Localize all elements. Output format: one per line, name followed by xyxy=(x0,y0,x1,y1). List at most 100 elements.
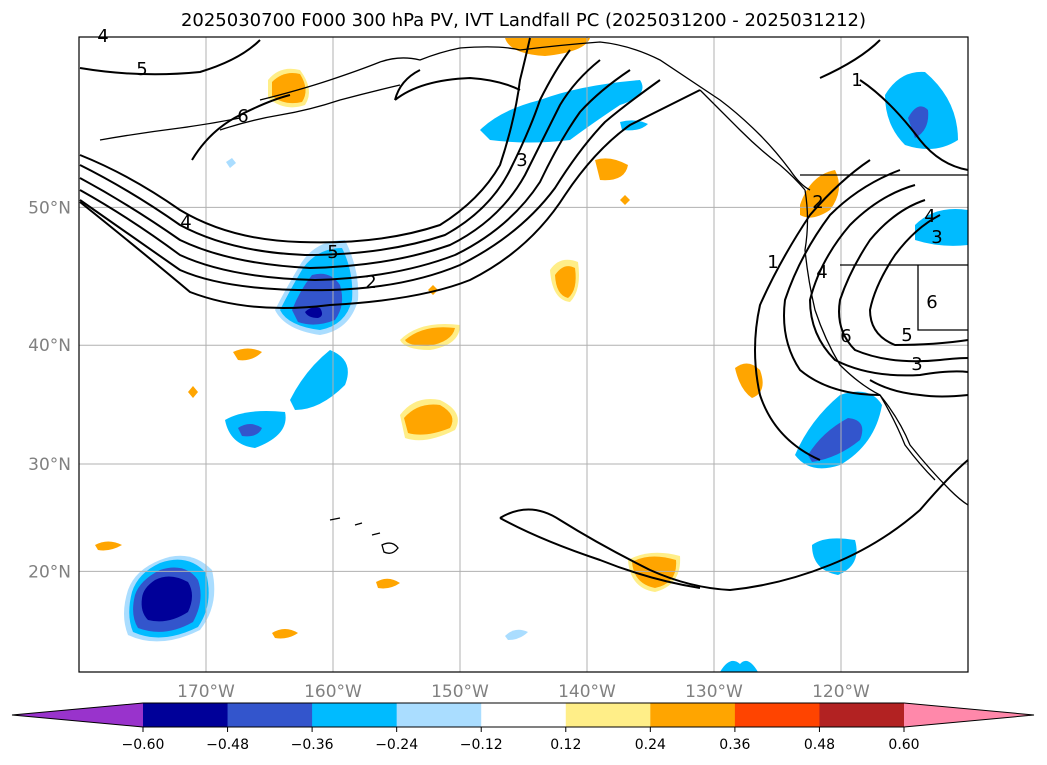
bc-coast xyxy=(699,89,806,191)
contour-line xyxy=(819,39,969,171)
plot-frame xyxy=(78,36,969,673)
coastlines xyxy=(99,41,969,554)
contour-line xyxy=(838,199,969,363)
contour-value-label: 6 xyxy=(840,326,851,347)
colorbar-tick-label: −0.24 xyxy=(375,737,418,753)
colorbar-segment xyxy=(565,703,651,727)
contour-value-label: 2 xyxy=(365,272,376,293)
longitude-tick-label: 130°W xyxy=(685,682,743,702)
contour-value-label: 5 xyxy=(136,59,147,80)
colorbar-segment xyxy=(396,703,482,727)
latitude-tick-label: 20°N xyxy=(28,562,71,582)
us-border xyxy=(800,174,968,331)
contour-line xyxy=(754,159,871,461)
contour-value-label: 1 xyxy=(851,70,862,91)
latitude-axis: 20°N 30°N 40°N 50°N xyxy=(28,198,71,582)
colorbar-segment xyxy=(143,703,229,727)
pv-patch xyxy=(800,170,839,218)
contour-value-label: 4 xyxy=(180,212,191,233)
longitude-tick-label: 150°W xyxy=(431,682,489,702)
contour-value-label: 3 xyxy=(911,354,922,375)
longitude-tick-label: 120°W xyxy=(812,682,870,702)
contour-value-label: 1 xyxy=(767,252,778,273)
contour-line xyxy=(808,184,969,377)
contour-value-label: 4 xyxy=(816,262,827,283)
us-west-coast xyxy=(804,189,969,506)
colorbar-tick-label: 0.24 xyxy=(635,737,666,753)
chart-title: 2025030700 F000 300 hPa PV, IVT Landfall… xyxy=(180,10,867,31)
pv-patch xyxy=(376,578,400,589)
contour-value-label: 5 xyxy=(327,242,338,263)
colorbar-tick-label: −0.12 xyxy=(460,737,503,753)
colorbar-tick-label: −0.48 xyxy=(206,737,249,753)
contour-line xyxy=(79,49,571,257)
longitude-tick-label: 160°W xyxy=(304,682,362,702)
contour-value-label: 3 xyxy=(516,150,527,171)
pv-patch xyxy=(305,307,323,318)
pv-patch xyxy=(290,350,348,410)
pv-patch xyxy=(188,386,198,398)
pv-patch xyxy=(620,195,630,205)
pv-patch xyxy=(141,576,192,622)
contour-value-label: 5 xyxy=(901,325,912,346)
contour-value-label: 3 xyxy=(931,227,942,248)
pv-patch xyxy=(272,629,298,639)
hawaii xyxy=(329,517,399,554)
colorbar-tick-label: 0.60 xyxy=(888,737,919,753)
pv-patch xyxy=(95,541,122,551)
baja xyxy=(879,394,936,481)
colorbar-tick-label: 0.36 xyxy=(719,737,750,753)
pv-anomaly-shading xyxy=(95,38,968,672)
longitude-axis: 170°W 160°W 150°W 140°W 130°W 120°W xyxy=(177,682,870,702)
colorbar: −0.60 −0.48 −0.36 −0.24 −0.12 0.12 0.24 0.36 0.4… xyxy=(11,702,1035,753)
pv-patch xyxy=(555,266,576,298)
colorbar-tick-label: 0.48 xyxy=(804,737,835,753)
pv-patch xyxy=(405,327,455,346)
contour-line xyxy=(869,379,969,398)
contour-line xyxy=(79,59,601,270)
pv-patch xyxy=(272,73,306,104)
pv-patch xyxy=(238,424,262,437)
alaska-coastline xyxy=(259,41,811,191)
contour-line xyxy=(79,89,701,309)
longitude-tick-label: 170°W xyxy=(177,682,235,702)
colorbar-tick-label: 0.12 xyxy=(550,737,581,753)
ivt-contours xyxy=(79,37,969,592)
pv-patch xyxy=(480,80,643,143)
contour-line xyxy=(79,37,531,244)
pv-patch xyxy=(233,348,262,361)
contour-line xyxy=(79,79,661,292)
contour-line xyxy=(499,517,701,589)
contour-line xyxy=(394,69,521,101)
colorbar-extend-low xyxy=(12,703,143,727)
contour-line xyxy=(783,169,901,396)
contour-line xyxy=(868,214,969,347)
pv-patch xyxy=(292,273,343,325)
colorbar-segment xyxy=(312,703,398,727)
colorbar-segment xyxy=(650,703,736,727)
latitude-tick-label: 30°N xyxy=(28,455,71,475)
contour-value-label: 2 xyxy=(812,192,823,213)
aleutians xyxy=(99,117,241,141)
alaska-peninsula xyxy=(219,84,401,131)
contour-line xyxy=(191,94,291,161)
contour-value-label: 6 xyxy=(237,106,248,127)
colorbar-segment xyxy=(819,703,905,727)
colorbar-segment xyxy=(481,703,567,727)
contour-value-label: 4 xyxy=(924,206,935,227)
pv-patch xyxy=(915,209,968,246)
pv-patch xyxy=(595,158,628,181)
latitude-tick-label: 50°N xyxy=(28,198,71,218)
contour-line xyxy=(499,459,969,592)
contour-line xyxy=(79,39,261,76)
colorbar-tick-label: −0.36 xyxy=(291,737,334,753)
longitude-tick-label: 140°W xyxy=(558,682,616,702)
colorbar-segment xyxy=(734,703,820,727)
pv-patch xyxy=(720,660,758,672)
latitude-tick-label: 40°N xyxy=(28,336,71,356)
contour-value-label: 6 xyxy=(926,292,937,313)
pv-patch xyxy=(812,538,857,575)
pv-patch xyxy=(404,404,453,435)
map-gridlines xyxy=(79,37,968,672)
